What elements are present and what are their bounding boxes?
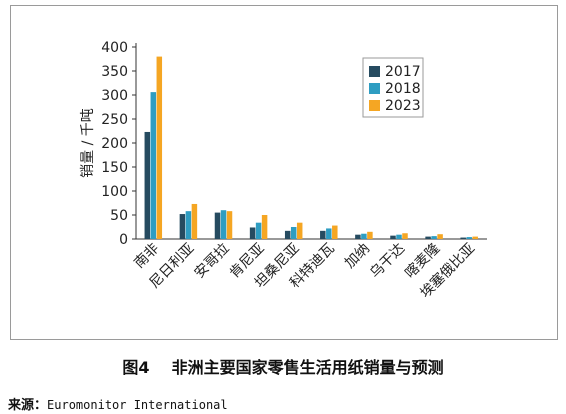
- bar-2017-2: [179, 214, 186, 239]
- bar-2018-8: [396, 234, 402, 239]
- bar-2017-6: [320, 230, 326, 239]
- y-axis-label: 销量 / 千吨: [80, 108, 96, 178]
- figure-number: 图4: [122, 358, 150, 377]
- x-tick-label: 加纳: [342, 241, 373, 272]
- bar-2023-4: [261, 215, 268, 239]
- legend-label-2018: 2018: [385, 81, 421, 97]
- bar-2023-9: [437, 234, 443, 239]
- source-line: 来源：Euromonitor International: [8, 394, 228, 413]
- legend-label-2023: 2023: [385, 98, 421, 114]
- bar-2018-7: [361, 233, 367, 239]
- legend-label-2017: 2017: [385, 64, 421, 80]
- chart-axes: [132, 43, 487, 240]
- y-tick-label: 250: [101, 112, 128, 128]
- bar-2017-3: [214, 212, 221, 239]
- bar-2017-1: [144, 131, 151, 239]
- bar-2018-4: [255, 222, 262, 239]
- bar-2017-7: [355, 234, 361, 239]
- x-tick-label: 安哥拉: [192, 241, 233, 282]
- legend-swatch-2023: [369, 100, 380, 111]
- bar-2017-9: [425, 236, 431, 239]
- y-tick-label: 200: [101, 136, 128, 152]
- y-tick-label: 50: [110, 208, 128, 224]
- figure-title: 非洲主要国家零售生活用纸销量与预测: [171, 358, 444, 377]
- bar-2023-7: [367, 231, 373, 239]
- bar-2023-1: [156, 56, 163, 239]
- bar-2017-8: [390, 235, 396, 239]
- bar-2023-10: [472, 236, 478, 239]
- bar-2023-5: [296, 222, 303, 239]
- y-tick-label: 300: [101, 88, 128, 104]
- y-tick-label: 100: [101, 184, 128, 200]
- bar-2023-3: [226, 211, 233, 239]
- bar-chart: 0 50 100 150 200 250 300 350 400 南非尼日利亚安哥拉肯尼亚坦桑尼…: [80, 40, 487, 302]
- y-tick-labels: 0 50 100 150 200 250 300 350 400: [101, 40, 128, 248]
- bar-2018-6: [326, 228, 332, 239]
- source-label: 来源：: [8, 398, 48, 413]
- bar-2018-9: [431, 236, 437, 239]
- y-tick-label: 0: [119, 232, 128, 248]
- bar-2023-8: [402, 233, 408, 239]
- legend-swatch-2018: [369, 83, 380, 94]
- chart-frame: [10, 5, 558, 340]
- x-tick-label: 乌干达: [367, 241, 408, 282]
- bar-2018-3: [220, 210, 227, 239]
- bar-2023-2: [191, 203, 198, 239]
- bar-2023-6: [332, 225, 338, 239]
- figure-caption: 图4 非洲主要国家零售生活用纸销量与预测: [0, 354, 566, 378]
- x-tick-label: 南非: [131, 241, 162, 272]
- bar-2018-1: [150, 92, 157, 240]
- source-text: Euromonitor International: [47, 398, 228, 412]
- y-tick-label: 150: [101, 160, 128, 176]
- bar-2017-4: [249, 227, 256, 239]
- y-tick-label: 400: [101, 40, 128, 56]
- chart-bars: [144, 56, 478, 240]
- bar-2018-2: [185, 211, 192, 239]
- bar-2018-5: [290, 227, 297, 239]
- legend-swatch-2017: [369, 66, 380, 77]
- bar-2017-5: [284, 230, 291, 239]
- bar-2017-10: [460, 237, 466, 239]
- y-tick-label: 350: [101, 64, 128, 80]
- bar-2018-10: [466, 237, 472, 239]
